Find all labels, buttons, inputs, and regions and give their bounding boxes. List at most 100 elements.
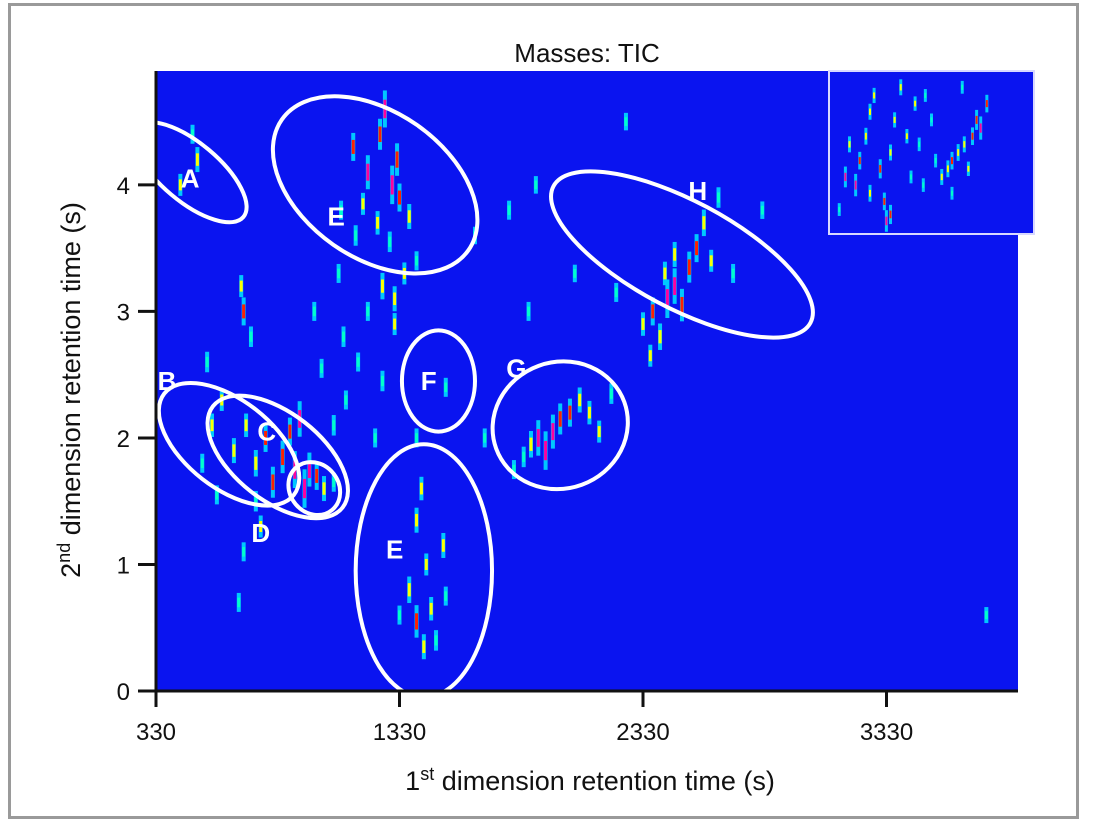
peak-core <box>680 296 684 314</box>
peak-core <box>512 464 516 475</box>
region-label-h: H <box>688 176 707 206</box>
y-tick-label: 3 <box>117 299 130 326</box>
y-axis-label-rest: dimension retention time (s) <box>56 202 86 543</box>
inset-peak-core <box>873 92 876 99</box>
peak-core <box>444 382 448 393</box>
inset-peak-core <box>905 133 908 140</box>
peak-core <box>415 433 419 443</box>
inset-heatmap <box>828 70 1035 235</box>
region-ellipse-h <box>549 169 815 340</box>
peak-core <box>354 230 358 241</box>
peak-core <box>303 478 307 499</box>
peak-core <box>536 429 540 447</box>
peak-core <box>527 306 531 317</box>
regions-layer: A E B C D F G E H <box>131 94 815 700</box>
peak-core <box>407 210 411 223</box>
x-ticks: 330 1330 2330 3330 <box>136 691 913 746</box>
peak-core <box>658 330 662 344</box>
inset-peak-core <box>957 149 960 156</box>
peak-core <box>415 613 419 630</box>
peak-core <box>597 426 601 438</box>
peak-core <box>195 153 199 166</box>
peak-core <box>215 490 219 500</box>
peak-core <box>312 306 316 317</box>
peak-core <box>415 513 419 527</box>
region-label-a: A <box>181 164 200 194</box>
x-axis-label: 1st dimension retention time (s) <box>405 764 775 796</box>
peak-core <box>434 635 438 646</box>
peak-core <box>529 437 533 451</box>
peak-core <box>205 356 209 368</box>
peak-core <box>344 395 348 405</box>
peak-core <box>716 192 720 203</box>
inset-peak-core <box>967 165 970 172</box>
peak-core <box>760 205 764 215</box>
peak-core <box>731 268 735 279</box>
peak-core <box>614 287 618 298</box>
peak-core <box>259 521 263 533</box>
peak-core <box>534 180 538 190</box>
inset-peak-core <box>951 157 953 165</box>
y-axis-label-base: 2 <box>56 563 86 578</box>
region-label-g: G <box>506 353 526 383</box>
inset-peak-core <box>922 182 925 188</box>
peak-core <box>422 640 426 653</box>
peak-core <box>254 496 258 507</box>
peak-core <box>398 190 402 205</box>
peak-core <box>332 477 336 487</box>
peak-core <box>984 611 988 620</box>
peak-core <box>702 216 706 230</box>
peak-core <box>395 151 399 168</box>
inset-peak-core <box>971 132 974 140</box>
peak-core <box>191 129 195 140</box>
peak-core <box>444 591 448 601</box>
peak-core <box>373 433 377 443</box>
region-ellipse-e <box>270 94 480 276</box>
peak-core <box>578 393 582 407</box>
inset-peak-core <box>869 189 871 197</box>
peak-core <box>507 205 511 215</box>
inset-peak-core <box>940 173 943 181</box>
inset-peak-core <box>910 174 912 180</box>
peak-core <box>709 255 713 267</box>
x-axis-label-base: 1 <box>405 766 420 796</box>
region-label-c: C <box>257 417 276 447</box>
inset-peak-core <box>889 149 892 156</box>
peak-core <box>651 304 655 319</box>
region-ellipse-a <box>131 120 249 225</box>
peak-core <box>378 126 382 143</box>
peak-core <box>483 433 487 443</box>
peak-core <box>320 363 324 374</box>
peak-core <box>281 448 285 466</box>
peak-core <box>376 216 380 229</box>
peak-core <box>380 279 384 293</box>
region-ellipse-f <box>399 328 477 434</box>
inset-peak-core <box>961 84 964 90</box>
y-axis-label-sup: nd <box>54 543 74 563</box>
peak-core <box>242 547 246 557</box>
peak-core <box>641 318 645 330</box>
inset-peak-core <box>951 190 953 196</box>
peak-core <box>239 280 243 292</box>
peak-core <box>242 304 246 319</box>
peak-core <box>429 602 433 615</box>
inset-peak-core <box>930 117 933 123</box>
x-tick-label: 3330 <box>860 719 913 746</box>
inset-peak-core <box>838 206 841 213</box>
region-ellipse-g <box>490 359 630 492</box>
peak-core <box>264 430 268 445</box>
inset-peak-core <box>914 100 917 107</box>
peak-core <box>254 456 258 470</box>
peak-core <box>288 424 292 439</box>
peak-core <box>687 259 691 275</box>
inset-peak-core <box>975 115 978 124</box>
region-ellipse-d <box>286 460 343 518</box>
peak-core <box>663 267 667 280</box>
peak-core <box>315 468 319 483</box>
peak-core <box>307 461 311 479</box>
inset-peak-core <box>946 165 949 173</box>
peak-core <box>695 241 699 256</box>
peak-core <box>388 236 392 247</box>
region-ellipse-c <box>205 393 350 521</box>
